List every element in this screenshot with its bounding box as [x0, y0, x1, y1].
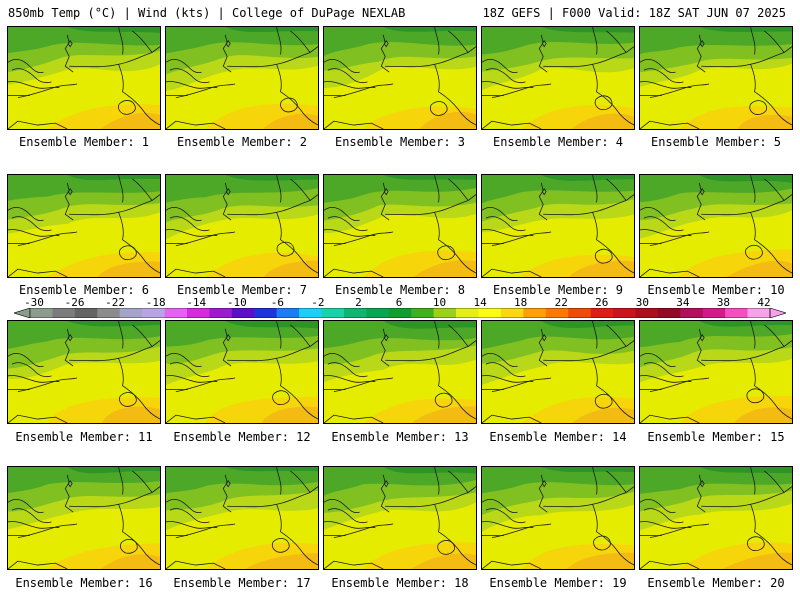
colorbar-right-arrow — [769, 308, 786, 318]
ensemble-member-map — [7, 320, 161, 424]
colorbar-segment — [411, 308, 434, 318]
colorbar-segment — [657, 308, 681, 318]
colorbar-segment — [702, 308, 726, 318]
ensemble-member-map — [323, 174, 477, 278]
colorbar-tick-label: -10 — [226, 296, 247, 309]
valid-time: 18Z GEFS | F000 Valid: 18Z SAT JUN 07 20… — [482, 6, 786, 20]
colorbar-tick-label: 10 — [432, 296, 447, 309]
ensemble-member-map — [639, 26, 793, 130]
ensemble-member-label: Ensemble Member: 1 — [18, 135, 150, 149]
colorbar-tick-label: 6 — [395, 296, 403, 309]
colorbar-segment — [97, 308, 120, 318]
colorbar-tick-label: 42 — [757, 296, 771, 309]
colorbar-segment — [613, 308, 636, 318]
colorbar-segment — [231, 308, 255, 318]
ensemble-member-map — [481, 466, 635, 570]
ensemble-member-label: Ensemble Member: 12 — [173, 430, 311, 444]
colorbar-segment — [456, 308, 479, 318]
ensemble-member-label: Ensemble Member: 13 — [331, 430, 469, 444]
ensemble-member-label: Ensemble Member: 8 — [334, 283, 466, 297]
ensemble-member-label: Ensemble Member: 5 — [650, 135, 782, 149]
colorbar-segment — [52, 308, 76, 318]
colorbar-segment — [30, 308, 53, 318]
colorbar-tick-label: 14 — [473, 296, 487, 309]
colorbar-segment — [254, 308, 277, 318]
colorbar-left-arrow — [14, 308, 31, 318]
map-title: 850mb Temp (°C) | Wind (kts) | College o… — [8, 6, 406, 20]
colorbar-tick-label: -18 — [145, 296, 166, 309]
colorbar-segment — [545, 308, 569, 318]
ensemble-member-map — [481, 320, 635, 424]
colorbar-tick-label: 22 — [554, 296, 568, 309]
ensemble-member-label: Ensemble Member: 15 — [647, 430, 785, 444]
colorbar-tick-label: -22 — [105, 296, 126, 309]
ensemble-member-map — [639, 174, 793, 278]
colorbar-tick-label: 38 — [716, 296, 731, 309]
colorbar-segment — [321, 308, 345, 318]
colorbar-segment — [523, 308, 547, 318]
ensemble-member-map — [7, 466, 161, 570]
colorbar-segment — [433, 308, 457, 318]
ensemble-member-label: Ensemble Member: 7 — [176, 283, 308, 297]
colorbar-tick-label: -6 — [270, 296, 284, 309]
colorbar-segment — [478, 308, 502, 318]
colorbar-segment — [186, 308, 210, 318]
ensemble-member-map — [165, 466, 319, 570]
ensemble-member-map — [165, 174, 319, 278]
colorbar-segment — [276, 308, 300, 318]
ensemble-member-map — [165, 320, 319, 424]
colorbar-segment — [366, 308, 390, 318]
ensemble-member-map — [165, 26, 319, 130]
ensemble-member-label: Ensemble Member: 18 — [331, 576, 469, 590]
colorbar-tick-label: 2 — [355, 296, 362, 309]
ensemble-member-map — [323, 466, 477, 570]
colorbar-segment — [747, 308, 771, 318]
colorbar-tick-label: -2 — [311, 296, 325, 309]
colorbar-segment — [635, 308, 659, 318]
colorbar-tick-label: 18 — [514, 296, 528, 309]
colorbar-segment — [388, 308, 412, 318]
colorbar-segment — [725, 308, 748, 318]
ensemble-member-label: Ensemble Member: 6 — [18, 283, 150, 297]
colorbar-tick-label: 30 — [635, 296, 649, 309]
colorbar-tick-label: -30 — [24, 296, 44, 309]
ensemble-member-map — [481, 26, 635, 130]
temperature-colorbar — [14, 308, 786, 318]
colorbar-segment — [299, 308, 322, 318]
colorbar-tick-label: -26 — [64, 296, 85, 309]
ensemble-member-map — [639, 466, 793, 570]
colorbar-segment — [680, 308, 704, 318]
ensemble-member-label: Ensemble Member: 17 — [173, 576, 311, 590]
ensemble-member-map — [323, 26, 477, 130]
colorbar-segment — [568, 308, 591, 318]
ensemble-member-label: Ensemble Member: 2 — [176, 135, 308, 149]
colorbar-segment — [164, 308, 188, 318]
ensemble-member-label: Ensemble Member: 3 — [334, 135, 466, 149]
ensemble-member-map — [639, 320, 793, 424]
colorbar-segment — [209, 308, 233, 318]
colorbar-tick-label: 26 — [595, 296, 609, 309]
colorbar-tick-label: 34 — [676, 296, 690, 309]
ensemble-member-label: Ensemble Member: 4 — [492, 135, 624, 149]
ensemble-member-label: Ensemble Member: 10 — [647, 283, 785, 297]
colorbar-segment — [74, 308, 98, 318]
colorbar-segment — [500, 308, 524, 318]
colorbar-segment — [119, 308, 143, 318]
colorbar-segment — [590, 308, 614, 318]
ensemble-member-label: Ensemble Member: 9 — [492, 283, 624, 297]
colorbar-tick-label: -14 — [186, 296, 207, 309]
ensemble-member-map — [7, 174, 161, 278]
ensemble-member-map — [7, 26, 161, 130]
ensemble-member-label: Ensemble Member: 14 — [489, 430, 627, 444]
ensemble-member-label: Ensemble Member: 11 — [15, 430, 153, 444]
ensemble-member-label: Ensemble Member: 19 — [489, 576, 627, 590]
ensemble-member-label: Ensemble Member: 16 — [15, 576, 153, 590]
colorbar-segment — [142, 308, 165, 318]
colorbar-segment — [343, 308, 367, 318]
ensemble-member-label: Ensemble Member: 20 — [647, 576, 785, 590]
ensemble-member-map — [481, 174, 635, 278]
ensemble-member-map — [323, 320, 477, 424]
